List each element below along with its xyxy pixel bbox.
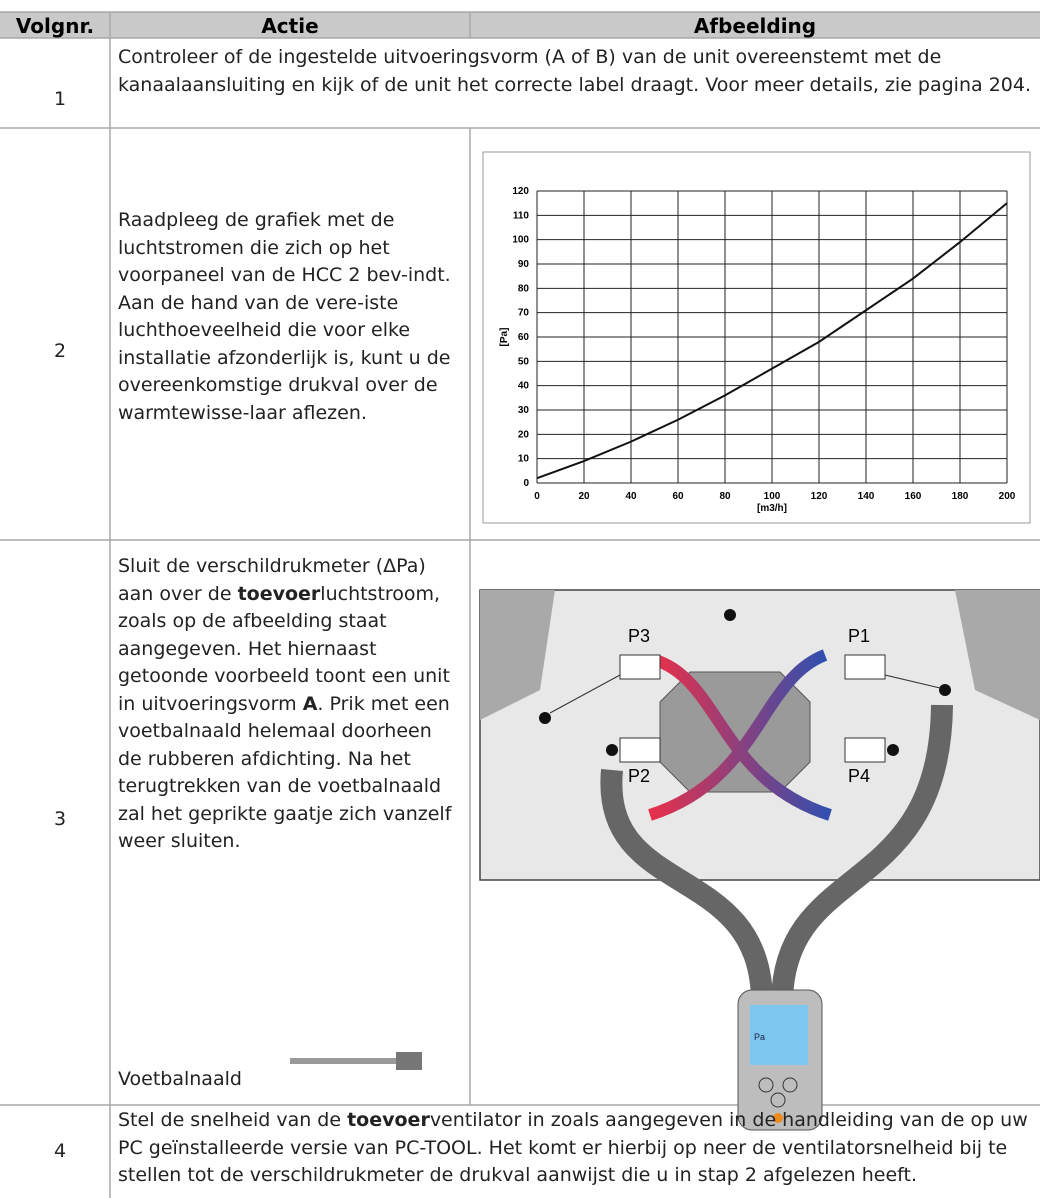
header: Actie xyxy=(261,14,319,38)
x-tick-label: 40 xyxy=(625,491,637,502)
y-tick-label: 90 xyxy=(518,259,530,270)
x-tick-label: 60 xyxy=(672,491,684,502)
caption: Voetbalnaald xyxy=(118,1068,242,1090)
y-tick-label: 80 xyxy=(518,283,530,294)
x-axis-label: [m3/h] xyxy=(757,503,787,514)
action-text: Sluit de verschildrukmeter (ΔPa) aan ove… xyxy=(118,553,458,856)
meter-display: Pa xyxy=(754,1032,765,1042)
text-run: toevoer xyxy=(237,582,321,605)
y-tick-label: 110 xyxy=(513,210,530,221)
diagram-label: P4 xyxy=(848,766,870,786)
y-tick-label: 30 xyxy=(518,405,530,416)
text-run: ventilator in zoals aangegeven in de han… xyxy=(118,1109,1028,1186)
x-tick-label: 120 xyxy=(811,491,828,502)
y-axis-label: [Pa] xyxy=(499,328,510,347)
action-text: Controleer of de ingestelde uitvoeringsv… xyxy=(118,44,1036,99)
x-tick-label: 140 xyxy=(858,491,875,502)
y-tick-label: 100 xyxy=(512,235,529,246)
diagram-label: P2 xyxy=(628,766,650,786)
x-tick-label: 0 xyxy=(534,491,540,502)
y-tick-label: 50 xyxy=(518,356,530,367)
x-tick-label: 80 xyxy=(719,491,731,502)
x-tick-label: 200 xyxy=(999,491,1016,502)
data-line xyxy=(536,202,1008,480)
step-number: 1 xyxy=(53,88,67,110)
y-tick-label: 40 xyxy=(518,381,530,392)
text-run: A xyxy=(302,692,318,715)
text-run: Sluit de verschildrukmeter (ΔPa) aan ove… xyxy=(118,555,426,605)
x-tick-label: 100 xyxy=(764,491,781,502)
text-run: Controleer of de ingestelde uitvoeringsv… xyxy=(118,46,1031,96)
header: Volgnr. xyxy=(15,14,95,38)
text-run: Raadpleeg de grafiek met de luchtstromen… xyxy=(118,209,451,424)
header-bg xyxy=(0,12,1040,38)
x-tick-label: 160 xyxy=(905,491,922,502)
y-tick-label: 0 xyxy=(523,478,529,489)
y-tick-label: 20 xyxy=(518,429,530,440)
action-text: Raadpleeg de grafiek met de luchtstromen… xyxy=(118,207,468,427)
diagram-label: P3 xyxy=(628,626,650,646)
text-run: Stel de snelheid van de xyxy=(118,1109,348,1131)
diagram: P3 P1 P2 P4 Pa xyxy=(479,589,1040,1131)
text-run: toevoer xyxy=(347,1109,430,1131)
chart: 0 10 20 30 40 50 60 70 80 90 100 110 120 0 20 40 60 80 100… xyxy=(499,186,1016,514)
x-tick-label: 180 xyxy=(952,491,969,502)
step-number: 4 xyxy=(53,1140,67,1162)
step-number: 2 xyxy=(53,340,67,362)
y-tick-label: 120 xyxy=(512,186,529,197)
diagram-label: P1 xyxy=(848,626,870,646)
step-number: 3 xyxy=(53,808,67,830)
table-grid xyxy=(0,11,1040,1198)
needle-image xyxy=(290,1052,422,1070)
text-run: luchtstroom, zoals op de afbeelding staa… xyxy=(118,582,450,715)
text-run: . Prik met een voetbalnaald helemaal doo… xyxy=(118,692,452,853)
y-tick-label: 60 xyxy=(518,332,530,343)
y-tick-label: 10 xyxy=(518,454,530,465)
action-text: Stel de snelheid van de toevoerventilato… xyxy=(118,1107,1036,1190)
x-tick-label: 20 xyxy=(578,491,590,502)
y-tick-label: 70 xyxy=(518,308,530,319)
header: Afbeelding xyxy=(693,14,817,38)
